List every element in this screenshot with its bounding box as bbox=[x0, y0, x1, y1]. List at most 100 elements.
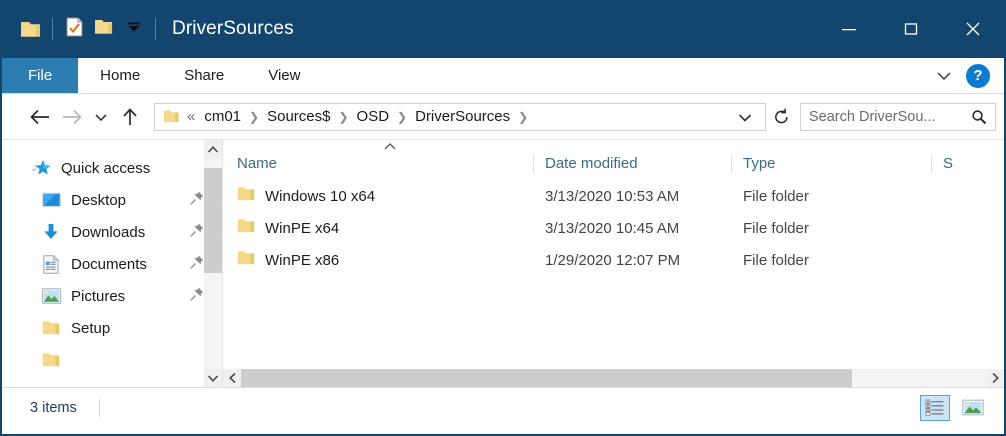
tab-file[interactable]: File bbox=[2, 58, 79, 93]
tab-share[interactable]: Share bbox=[184, 67, 225, 84]
column-header-name[interactable]: Name bbox=[237, 155, 278, 172]
folder-icon bbox=[237, 250, 255, 270]
details-view-button[interactable] bbox=[920, 394, 950, 421]
file-list-pane: Name Date modified Type S Windows 10 x bbox=[222, 140, 1004, 387]
sidebar-scroll-track[interactable] bbox=[204, 158, 222, 369]
star-icon bbox=[30, 158, 52, 178]
document-icon bbox=[40, 254, 62, 274]
arrow-right-icon bbox=[63, 109, 82, 124]
sidebar-item-setup[interactable]: Setup bbox=[2, 312, 222, 344]
scroll-down-button[interactable] bbox=[204, 369, 222, 387]
pin-icon[interactable] bbox=[190, 191, 204, 209]
breadcrumb-item-osd[interactable]: OSD bbox=[356, 108, 390, 125]
forward-button[interactable] bbox=[56, 102, 88, 132]
recent-locations-button[interactable] bbox=[88, 102, 114, 132]
file-name-cell[interactable]: Windows 10 x64 bbox=[223, 186, 533, 206]
search-input[interactable]: Search DriverSou... bbox=[809, 108, 936, 125]
address-bar: « cm01 ❯ Sources$ ❯ OSD ❯ DriverSources … bbox=[2, 94, 1004, 139]
pin-icon[interactable] bbox=[190, 287, 204, 305]
chevron-left-icon bbox=[228, 372, 236, 384]
file-name-label: WinPE x64 bbox=[265, 219, 340, 237]
close-button[interactable] bbox=[942, 0, 1004, 58]
chevron-up-icon bbox=[207, 145, 219, 153]
minimize-ribbon-button[interactable] bbox=[934, 69, 954, 83]
hscroll-right-button[interactable] bbox=[986, 369, 1004, 387]
quick-access-toolbar: DriverSources bbox=[2, 14, 294, 44]
sidebar-item-partial[interactable] bbox=[2, 344, 222, 376]
chevron-down-icon bbox=[127, 20, 141, 38]
chevron-down-icon bbox=[738, 113, 752, 122]
pin-icon[interactable] bbox=[190, 223, 204, 241]
file-name-label: Windows 10 x64 bbox=[265, 187, 376, 205]
sidebar-scrollbar[interactable] bbox=[204, 140, 222, 387]
breadcrumb-item-sources[interactable]: Sources$ bbox=[267, 108, 331, 125]
sidebar-item-quick-access[interactable]: Quick access bbox=[2, 152, 222, 184]
properties-icon bbox=[66, 17, 83, 42]
minimize-icon bbox=[842, 29, 856, 31]
refresh-button[interactable] bbox=[766, 103, 796, 131]
table-row[interactable]: Windows 10 x64 3/13/2020 10:53 AM File f… bbox=[223, 180, 1004, 212]
filelist-hscrollbar[interactable] bbox=[223, 369, 1004, 387]
hscroll-track[interactable] bbox=[241, 369, 986, 387]
folder-icon bbox=[237, 218, 255, 238]
ribbon-right-controls: ? bbox=[934, 58, 998, 93]
chevron-down-icon bbox=[207, 374, 219, 382]
chevron-right-icon bbox=[991, 372, 999, 384]
column-header-type[interactable]: Type bbox=[731, 155, 931, 172]
search-box[interactable]: Search DriverSou... bbox=[800, 102, 996, 131]
breadcrumb-item-cm01[interactable]: cm01 bbox=[204, 108, 242, 125]
scroll-up-button[interactable] bbox=[204, 140, 222, 158]
large-icons-view-button[interactable] bbox=[958, 395, 988, 421]
breadcrumb-separator[interactable]: ❯ bbox=[249, 109, 260, 124]
sidebar-item-pictures[interactable]: Pictures bbox=[2, 280, 222, 312]
file-date-cell: 1/29/2020 12:07 PM bbox=[545, 251, 681, 269]
qat-divider-2 bbox=[155, 18, 156, 40]
breadcrumb[interactable]: « cm01 ❯ Sources$ ❯ OSD ❯ DriverSources … bbox=[154, 102, 766, 131]
breadcrumb-separator[interactable]: ❯ bbox=[338, 109, 349, 124]
up-button[interactable] bbox=[114, 102, 146, 132]
file-date-cell: 3/13/2020 10:53 AM bbox=[545, 187, 680, 205]
sidebar-item-label: Desktop bbox=[71, 191, 127, 209]
breadcrumb-item-driversources[interactable]: DriverSources bbox=[415, 108, 511, 125]
column-header-date-modified[interactable]: Date modified bbox=[533, 155, 731, 172]
hscroll-left-button[interactable] bbox=[223, 369, 241, 387]
arrow-left-icon bbox=[30, 109, 49, 124]
file-name-cell[interactable]: WinPE x64 bbox=[223, 218, 533, 238]
download-icon bbox=[40, 222, 62, 242]
refresh-icon bbox=[774, 108, 788, 123]
hscroll-thumb[interactable] bbox=[241, 369, 852, 387]
explorer-app-icon[interactable] bbox=[16, 14, 46, 44]
column-header-size[interactable]: S bbox=[931, 155, 1004, 172]
sidebar-item-desktop[interactable]: Desktop bbox=[2, 184, 222, 216]
folder-icon bbox=[40, 318, 62, 338]
maximize-button[interactable] bbox=[880, 0, 942, 58]
back-button[interactable] bbox=[24, 102, 56, 132]
tab-view[interactable]: View bbox=[268, 67, 301, 84]
file-date-cell: 3/13/2020 10:45 AM bbox=[545, 219, 680, 237]
sidebar-scroll-thumb[interactable] bbox=[204, 168, 222, 273]
breadcrumb-separator[interactable]: ❯ bbox=[397, 109, 408, 124]
tab-home[interactable]: Home bbox=[100, 67, 141, 84]
pin-icon[interactable] bbox=[190, 255, 204, 273]
sidebar-item-documents[interactable]: Documents bbox=[2, 248, 222, 280]
breadcrumb-separator[interactable]: ❯ bbox=[518, 109, 529, 124]
column-headers: Name Date modified Type S bbox=[223, 140, 1004, 180]
search-icon[interactable] bbox=[971, 109, 987, 125]
table-row[interactable]: WinPE x86 1/29/2020 12:07 PM File folder bbox=[223, 244, 1004, 276]
status-divider bbox=[98, 398, 100, 417]
breadcrumb-dropdown-button[interactable] bbox=[727, 110, 763, 124]
minimize-button[interactable] bbox=[818, 0, 880, 58]
sidebar-item-label: Documents bbox=[71, 255, 147, 273]
qat-properties[interactable] bbox=[59, 14, 89, 44]
breadcrumb-overflow[interactable]: « bbox=[187, 108, 196, 125]
qat-customize[interactable] bbox=[119, 14, 149, 44]
sidebar-item-downloads[interactable]: Downloads bbox=[2, 216, 222, 248]
file-name-cell[interactable]: WinPE x86 bbox=[223, 250, 533, 270]
arrow-up-icon bbox=[123, 107, 137, 125]
qat-new-folder[interactable] bbox=[89, 14, 119, 44]
file-rows: Windows 10 x64 3/13/2020 10:53 AM File f… bbox=[223, 180, 1004, 369]
help-button[interactable]: ? bbox=[966, 63, 990, 88]
table-row[interactable]: WinPE x64 3/13/2020 10:45 AM File folder bbox=[223, 212, 1004, 244]
navigation-pane: Quick access Desktop bbox=[2, 140, 222, 387]
window-title: DriverSources bbox=[172, 18, 294, 39]
